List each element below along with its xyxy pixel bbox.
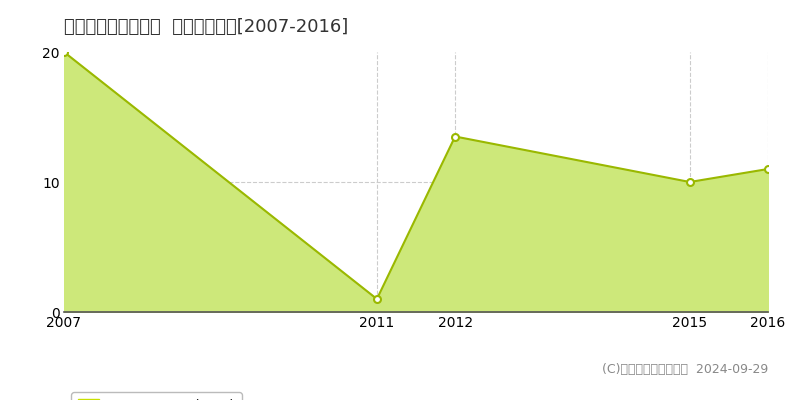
Legend: 土地価格  平均坪単価(万円/坪): 土地価格 平均坪単価(万円/坪) [71,392,242,400]
Text: 各務原市蘇原清住町  土地価格推移[2007-2016]: 各務原市蘇原清住町 土地価格推移[2007-2016] [64,18,348,36]
Text: (C)土地価格ドットコム  2024-09-29: (C)土地価格ドットコム 2024-09-29 [602,363,768,376]
